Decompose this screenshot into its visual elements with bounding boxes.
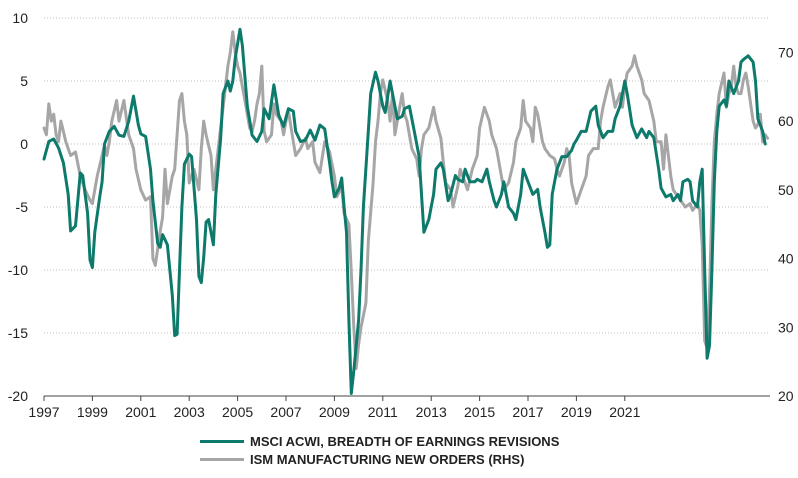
y-left-tick-label: 0: [20, 136, 28, 152]
y-right-tick-label: 70: [778, 44, 794, 60]
legend-label-msci: MSCI ACWI, BREADTH OF EARNINGS REVISIONS: [250, 433, 560, 449]
x-tick-label: 2021: [609, 404, 640, 420]
series-lines: [42, 27, 770, 395]
legend-swatch-ism: [200, 457, 244, 461]
legend-label-ism: ISM MANUFACTURING NEW ORDERS (RHS): [250, 451, 525, 467]
x-tick-label: 2003: [174, 404, 205, 420]
y-right-tick-label: 60: [778, 113, 794, 129]
x-tick-label: 2011: [368, 404, 398, 420]
series-line-ism: [42, 30, 770, 370]
x-tick-label: 1997: [28, 404, 59, 420]
y-left-tick-label: 5: [20, 73, 28, 89]
legend-item-ism: ISM MANUFACTURING NEW ORDERS (RHS): [200, 450, 559, 468]
x-tick-label: 2005: [222, 404, 253, 420]
y-left-tick-label: -10: [8, 262, 28, 278]
series-line-msci: [42, 27, 767, 395]
y-right-tick-label: 20: [778, 388, 794, 404]
x-tick-label: 2007: [270, 404, 301, 420]
y-left-tick-label: -5: [16, 199, 29, 215]
x-tick-label: 2009: [319, 404, 350, 420]
x-tick-label: 2001: [125, 404, 156, 420]
legend-item-msci: MSCI ACWI, BREADTH OF EARNINGS REVISIONS: [200, 432, 559, 450]
x-tick-label: 2013: [416, 404, 447, 420]
x-tick-label: 2017: [512, 404, 543, 420]
y-right-tick-label: 40: [778, 251, 794, 267]
x-tick-label: 2019: [561, 404, 592, 420]
legend-swatch-msci: [200, 439, 244, 443]
y-right-tick-label: 30: [778, 319, 794, 335]
legend: MSCI ACWI, BREADTH OF EARNINGS REVISIONS…: [200, 432, 559, 468]
x-tick-label: 2015: [464, 404, 495, 420]
x-tick-label: 1999: [77, 404, 108, 420]
y-right-tick-label: 50: [778, 182, 794, 198]
y-left-tick-label: -15: [8, 325, 28, 341]
y-left-tick-label: -20: [8, 388, 28, 404]
y-left-tick-label: 10: [12, 10, 28, 26]
